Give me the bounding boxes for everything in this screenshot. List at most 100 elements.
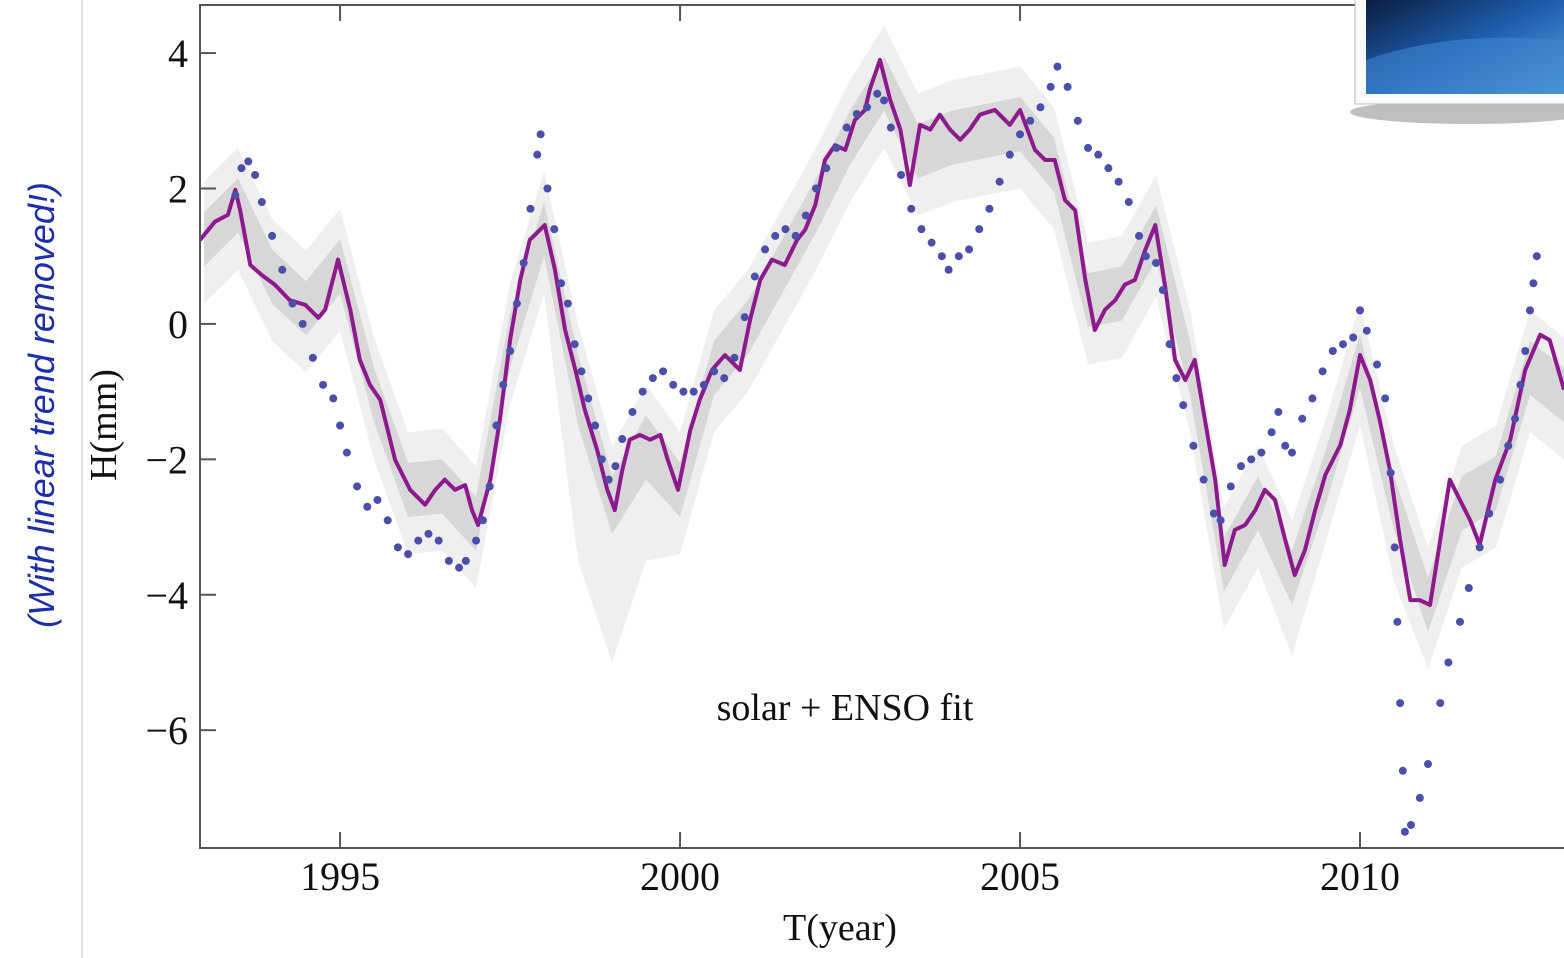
data-point [1529,279,1538,288]
data-point [1124,198,1133,207]
data-point [907,204,916,213]
data-point [1026,116,1035,125]
data-point [1063,82,1072,91]
x-tick-label: 1995 [300,854,380,899]
annotation: solar + ENSO fit [717,687,974,729]
data-point [1298,414,1307,423]
x-tick-label: 2010 [1320,854,1400,899]
data-point [231,191,240,200]
data-point [244,157,253,166]
data-point [975,225,984,234]
data-point [1073,116,1082,125]
plot-frame [199,4,1564,849]
data-point [1308,394,1317,403]
data-point [533,150,542,159]
data-point [543,184,552,193]
data-point [1496,475,1505,484]
data-point [740,313,749,322]
data-point [832,143,841,152]
data-point [781,225,790,234]
data-point [944,265,953,274]
data-point [1424,760,1433,769]
data-point [720,374,729,383]
data-point [1328,347,1337,356]
data-point [1199,475,1208,484]
data-point [478,516,487,525]
data-point [278,265,287,274]
data-point [550,225,559,234]
data-point [1216,516,1225,525]
data-point [1532,252,1541,261]
data-point [1046,82,1055,91]
data-point [1094,150,1103,159]
data-point [1288,448,1297,457]
data-point [1036,103,1045,112]
data-point [1444,658,1453,667]
data-point [954,252,963,261]
data-point [1016,130,1025,139]
data-point [1339,340,1348,349]
data-point [1104,164,1113,173]
data-point [1135,231,1144,240]
data-point [1084,143,1093,152]
data-point [1504,441,1513,450]
data-point [288,299,297,308]
data-point [1158,286,1167,295]
data-point [251,170,260,179]
data-point [1521,347,1530,356]
data-point [499,380,508,389]
x-tick-label: 2005 [980,854,1060,899]
data-point [1267,428,1276,437]
data-point [455,563,464,572]
y-tick-label: −6 [145,708,188,753]
data-point [1179,401,1188,410]
data-point [1141,252,1150,261]
data-point [1165,340,1174,349]
data-point [1407,820,1416,829]
data-point [679,387,688,396]
x-tick-label: 2000 [640,854,720,899]
data-point [584,394,593,403]
data-point [812,184,821,193]
data-point [526,204,535,213]
data-point [842,123,851,132]
data-point [383,516,392,525]
data-point [1247,455,1256,464]
data-point [852,110,861,119]
data-point [985,204,994,213]
data-point [336,421,345,430]
data-point [570,340,579,349]
data-point [937,252,946,261]
data-point [1172,374,1181,383]
y-tick-label: 0 [168,302,188,347]
data-point [563,299,572,308]
data-point [1396,699,1405,708]
data-point [373,495,382,504]
data-point [597,455,606,464]
data-point [424,529,433,538]
data-point [329,394,338,403]
data-point [604,475,613,484]
data-point [822,164,831,173]
fit-line [200,57,1564,607]
data-point [730,353,739,362]
side-note: (With linear trend removed!) [21,182,62,628]
data-point [1436,699,1445,708]
data-point [591,421,600,430]
axes: 1995 2000 2005 2010 −6 −4 −2 0 2 4 [145,5,1400,899]
data-point [1356,306,1365,315]
data-point [863,103,872,112]
data-point [761,245,770,254]
data-point [699,380,708,389]
data-point [618,435,627,444]
data-point [268,231,277,240]
data-point [995,177,1004,186]
data-point [1237,462,1246,471]
data-point [298,319,307,328]
data-point [1053,62,1062,71]
data-point [1464,583,1473,592]
x-axis-label: T(year) [783,907,897,949]
data-point [1390,543,1399,552]
